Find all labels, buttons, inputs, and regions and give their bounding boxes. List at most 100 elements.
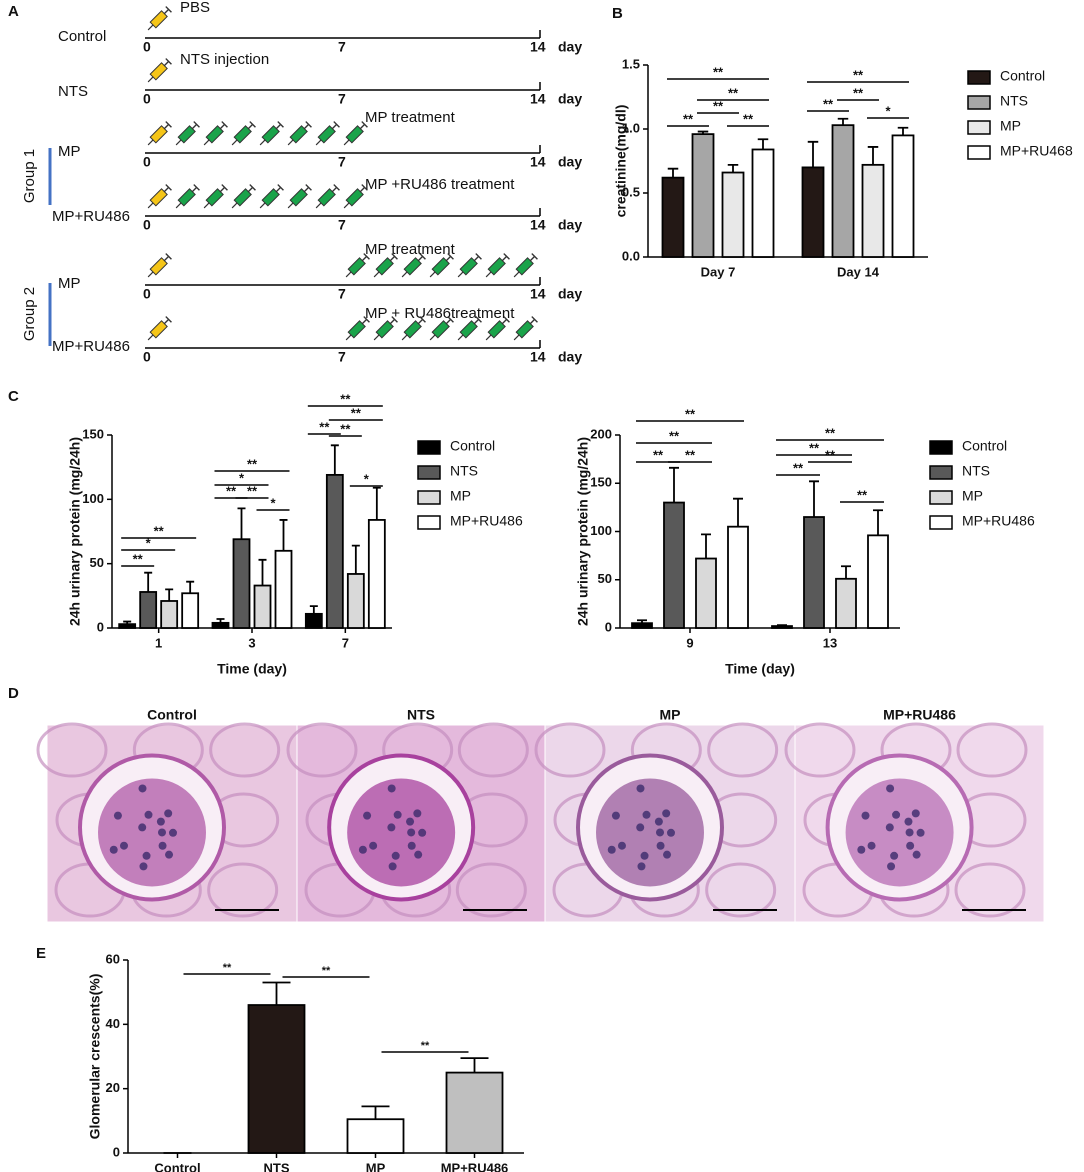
syringe-needle (401, 271, 408, 278)
syringe-icon (147, 253, 172, 278)
nucleus (358, 845, 367, 854)
syringe-icon (429, 316, 454, 341)
error-bar (841, 565, 851, 579)
syringe-cap (165, 253, 172, 260)
syringe-icon (485, 253, 510, 278)
syringe-icon (429, 253, 454, 278)
panel-label: E (36, 945, 46, 962)
syringe-needle (457, 334, 464, 341)
nucleus (165, 850, 174, 859)
tubule (36, 722, 108, 778)
nucleus (912, 850, 921, 859)
error-bar (372, 486, 381, 520)
syringe-cap (165, 6, 172, 13)
syringe-barrel (347, 257, 366, 276)
nucleus (886, 784, 895, 793)
bar (346, 573, 365, 629)
syringe-needle (287, 139, 294, 146)
syringe-needle (147, 271, 154, 278)
syringe-icon (147, 184, 172, 209)
x-tick-label: 13 (823, 635, 837, 650)
nucleus (904, 817, 913, 826)
legend-label: MP+RU468 (1000, 143, 1073, 159)
bar (211, 621, 230, 629)
legend-label: NTS (962, 463, 990, 479)
nucleus (885, 823, 894, 832)
nucleus (369, 841, 378, 850)
significance-label: ** (809, 440, 820, 455)
y-axis-label: 24h urinary protein (mg/24h) (67, 437, 83, 626)
group-label: Group 1 (21, 149, 38, 203)
x-tick-label: 7 (342, 635, 349, 650)
legend-swatch (967, 120, 991, 135)
syringe-needle (231, 139, 238, 146)
image-title: Control (147, 707, 197, 723)
treatment-note: MP treatment (365, 241, 456, 258)
tubule (954, 862, 1026, 918)
nucleus (642, 810, 651, 819)
error-bar (701, 533, 711, 559)
day-label: 7 (338, 349, 346, 365)
error-bar (262, 981, 291, 1006)
legend-swatch (929, 465, 953, 480)
syringe-icon (175, 184, 200, 209)
bar (861, 163, 885, 258)
row-label: MP+RU486 (52, 208, 130, 225)
error-bar (727, 163, 739, 173)
legend-label: NTS (1000, 93, 1028, 109)
nucleus (158, 841, 167, 850)
syringe-needle (485, 271, 492, 278)
syringe-cap (333, 121, 340, 128)
syringe-needle (147, 139, 154, 146)
syringe-cap (531, 316, 538, 323)
day-label: 7 (338, 91, 346, 107)
syringe-plunger (501, 255, 508, 262)
bar (691, 133, 715, 258)
syringe-icon (203, 121, 228, 146)
legend-swatch (417, 440, 441, 455)
error-bar (460, 1057, 489, 1073)
nucleus (890, 851, 899, 860)
y-axis-label: Glomerular crescents(%) (87, 974, 103, 1140)
error-bar (809, 480, 819, 518)
syringe-barrel (289, 125, 308, 144)
bar (695, 557, 717, 629)
bar (139, 591, 158, 629)
syringe-plunger (303, 123, 310, 130)
legend-swatch (417, 515, 441, 530)
y-tick-label: 150 (82, 426, 104, 441)
bar (367, 519, 386, 629)
error-bar (733, 497, 743, 527)
syringe-icon (485, 316, 510, 341)
syringe-cap (475, 253, 482, 260)
significance-label: ** (793, 460, 804, 475)
tubule (455, 862, 527, 918)
syringe-cap (363, 316, 370, 323)
nucleus (387, 823, 396, 832)
legend-swatch (929, 440, 953, 455)
y-tick-label: 150 (590, 475, 612, 490)
nucleus (617, 841, 626, 850)
x-tick-label: MP+RU486 (441, 1160, 509, 1172)
syringe-plunger (163, 123, 170, 130)
syringe-icon (457, 253, 482, 278)
syringe-plunger (445, 255, 452, 262)
significance-label: ** (825, 425, 836, 440)
significance-label: ** (247, 456, 258, 471)
syringe-icon (287, 184, 312, 209)
syringe-needle (485, 334, 492, 341)
syringe-needle (513, 334, 520, 341)
row-label: MP+RU486 (52, 338, 130, 355)
syringe-barrel (317, 188, 336, 207)
bar (631, 622, 653, 629)
significance-label: ** (853, 85, 864, 100)
significance-label: ** (319, 419, 330, 434)
bar (274, 549, 293, 629)
legend-label: MP (450, 488, 471, 504)
syringe-icon (343, 121, 368, 146)
error-bar (279, 519, 288, 551)
bar (803, 516, 825, 629)
significance-label: ** (223, 962, 232, 974)
error-bar (873, 509, 883, 536)
panel-label: C (8, 388, 19, 405)
